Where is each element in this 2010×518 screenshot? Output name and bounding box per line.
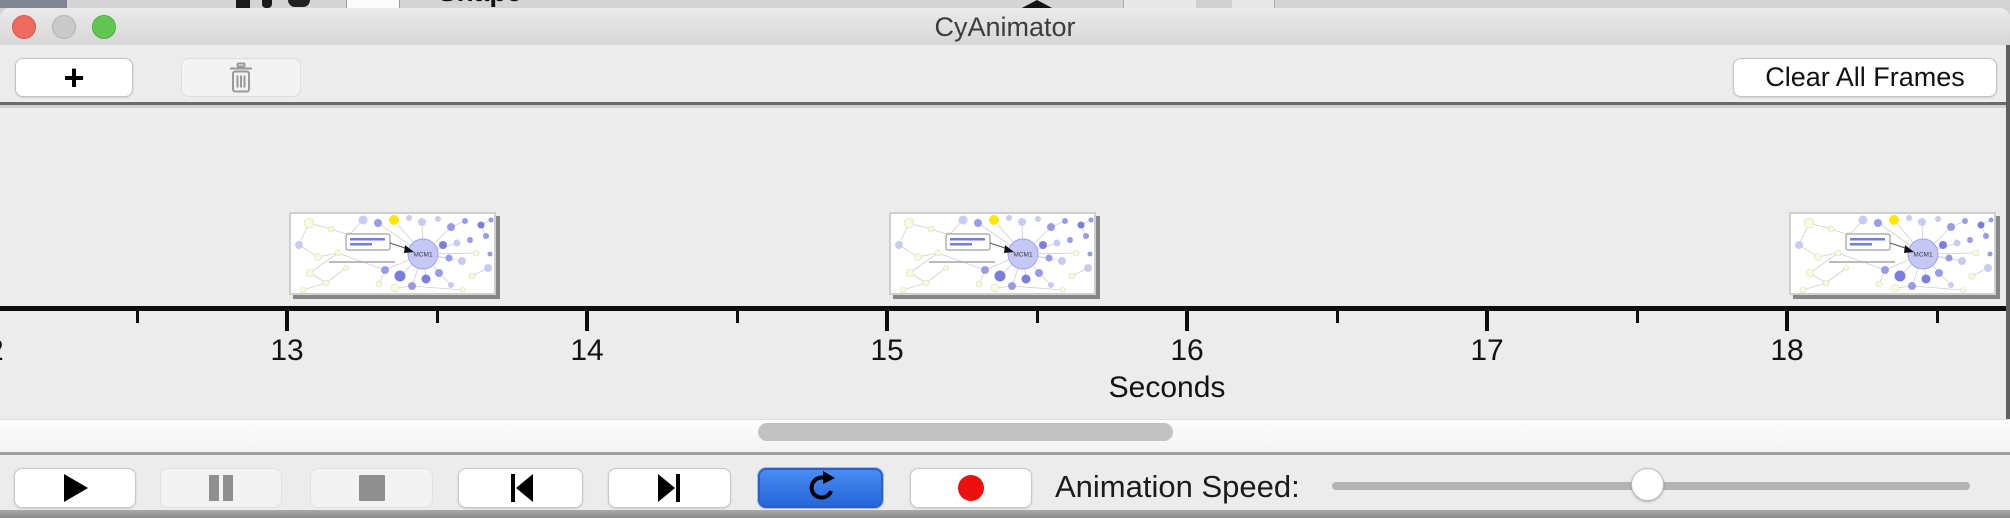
zoom-window-button[interactable] xyxy=(92,15,116,39)
clear-all-frames-button[interactable]: Clear All Frames xyxy=(1733,58,1997,97)
background-app-block xyxy=(0,0,67,8)
pause-button[interactable] xyxy=(160,468,282,508)
stop-button[interactable] xyxy=(310,468,433,508)
delete-frame-button[interactable] xyxy=(181,58,301,97)
network-thumbnail-image: MCM1 xyxy=(891,214,1094,293)
skip-to-end-button[interactable] xyxy=(608,468,731,508)
add-frame-button[interactable]: + xyxy=(15,58,133,97)
background-app-block xyxy=(346,0,400,8)
network-thumbnail-image: MCM1 xyxy=(1791,214,1994,293)
loop-icon xyxy=(809,471,835,500)
network-node-label: MCM1 xyxy=(413,252,433,259)
play-button[interactable] xyxy=(14,468,136,508)
background-app-block xyxy=(1123,0,1275,8)
loop-button[interactable] xyxy=(758,468,883,508)
close-window-button[interactable] xyxy=(12,15,36,39)
axis-major-tick xyxy=(1485,311,1489,331)
axis-major-tick xyxy=(885,311,889,331)
background-app-glyph xyxy=(288,0,310,7)
axis-unit-label: Seconds xyxy=(1108,371,1226,404)
window-title: CyAnimator xyxy=(934,12,1076,42)
clear-all-frames-label: Clear All Frames xyxy=(1765,62,1965,92)
panel-right-border xyxy=(2006,45,2010,450)
cyanimator-window: CyAnimator + Clear All Frames xyxy=(0,8,2010,518)
axis-major-tick xyxy=(1185,311,1189,331)
axis-minor-tick xyxy=(1935,311,1939,323)
playback-control-bar: Animation Speed: xyxy=(0,455,2010,510)
frame-toolbar: + Clear All Frames xyxy=(0,45,2010,105)
title-bar: CyAnimator xyxy=(0,8,2010,46)
background-app-strip: Shape xyxy=(0,0,2010,8)
trash-icon xyxy=(230,62,252,92)
timeline-axis-line xyxy=(0,306,2010,311)
axis-minor-tick xyxy=(1635,311,1639,323)
timeline-scrollbar[interactable] xyxy=(0,419,2010,455)
axis-tick-label: 12 xyxy=(0,334,47,368)
pause-icon xyxy=(209,475,233,501)
axis-minor-tick xyxy=(1335,311,1339,323)
animation-speed-label: Animation Speed: xyxy=(1055,469,1300,504)
background-app-clipped-text: Shape xyxy=(438,0,548,8)
stop-icon xyxy=(358,475,385,501)
animation-speed-slider-knob[interactable] xyxy=(1631,468,1665,501)
background-app-triangle-glyph xyxy=(1020,0,1054,8)
axis-tick-label: 16 xyxy=(1170,334,1204,367)
record-icon xyxy=(958,475,984,501)
window-bottom-edge xyxy=(0,510,2010,518)
play-icon xyxy=(64,474,88,502)
axis-minor-tick xyxy=(135,311,139,323)
background-app-glyph xyxy=(236,0,250,8)
network-thumbnail-image: MCM1 xyxy=(291,214,494,293)
axis-tick-label: 18 xyxy=(1770,334,1804,367)
record-button[interactable] xyxy=(910,468,1032,508)
minimize-window-button[interactable] xyxy=(52,15,76,39)
axis-major-tick xyxy=(585,311,589,331)
network-node-label: MCM1 xyxy=(1913,252,1933,259)
timeline-panel[interactable]: MCM1 xyxy=(0,108,2010,419)
background-app-glyph xyxy=(262,0,272,8)
axis-tick-label: 15 xyxy=(870,334,904,367)
axis-major-tick xyxy=(285,311,289,331)
skip-to-end-icon xyxy=(657,474,680,502)
network-node-label: MCM1 xyxy=(1013,252,1033,259)
axis-major-tick xyxy=(1785,311,1789,331)
timeline-frame-thumbnail[interactable]: MCM1 xyxy=(1789,212,1996,295)
axis-minor-tick xyxy=(435,311,439,323)
axis-tick-label: 13 xyxy=(270,334,304,367)
axis-tick-label: 17 xyxy=(1470,334,1504,367)
skip-to-start-icon xyxy=(510,474,533,502)
scrollbar-thumb[interactable] xyxy=(757,423,1173,441)
axis-minor-tick xyxy=(735,311,739,323)
timeline-frame-thumbnail[interactable]: MCM1 xyxy=(289,212,496,295)
skip-to-start-button[interactable] xyxy=(458,468,583,508)
axis-minor-tick xyxy=(1035,311,1039,323)
timeline-frame-thumbnail[interactable]: MCM1 xyxy=(889,212,1096,295)
axis-tick-label: 14 xyxy=(570,334,604,367)
